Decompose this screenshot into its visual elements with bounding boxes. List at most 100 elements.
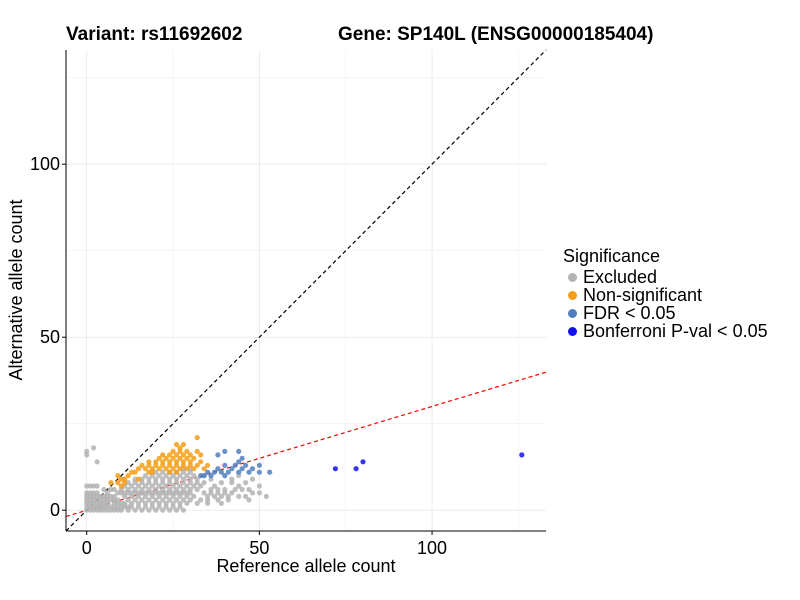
- y-tick-label: 100: [30, 154, 60, 174]
- x-tick-label: 100: [417, 538, 447, 558]
- point-fdr-0-05: [222, 473, 228, 479]
- point-excluded: [222, 486, 228, 493]
- point-excluded: [184, 473, 190, 479]
- point-excluded: [160, 486, 166, 493]
- point-excluded: [173, 507, 180, 513]
- point-excluded: [194, 486, 200, 493]
- point-bonferroni-p-val-0-05: [353, 466, 359, 472]
- y-axis-label: Alternative allele count: [6, 199, 26, 380]
- x-axis-label: Reference allele count: [216, 556, 395, 576]
- point-excluded: [180, 507, 186, 513]
- point-excluded: [218, 500, 224, 506]
- point-excluded: [84, 452, 90, 458]
- point-fdr-0-05: [236, 459, 242, 465]
- point-non-significant: [194, 435, 200, 441]
- axes: [62, 50, 546, 535]
- point-non-significant: [184, 466, 190, 472]
- point-fdr-0-05: [211, 469, 218, 475]
- point-non-significant: [153, 459, 159, 465]
- point-excluded: [177, 504, 183, 510]
- point-excluded: [198, 483, 204, 489]
- point-excluded: [129, 500, 135, 506]
- point-excluded: [173, 497, 180, 503]
- point-excluded: [149, 504, 155, 510]
- point-fdr-0-05: [198, 473, 204, 479]
- legend-label: Bonferroni P-val < 0.05: [583, 320, 768, 341]
- point-non-significant: [167, 452, 173, 458]
- point-non-significant: [170, 448, 176, 454]
- legend-dot-fdr: [568, 308, 577, 318]
- point-excluded: [170, 493, 176, 499]
- point-non-significant: [163, 466, 169, 472]
- point-fdr-0-05: [222, 462, 228, 468]
- point-excluded: [135, 493, 142, 499]
- point-excluded: [167, 486, 173, 493]
- point-non-significant: [173, 441, 180, 448]
- point-fdr-0-05: [222, 448, 228, 454]
- point-excluded: [139, 497, 145, 503]
- point-excluded: [125, 497, 131, 503]
- point-excluded: [177, 473, 183, 479]
- point-excluded: [191, 473, 197, 479]
- point-non-significant: [156, 466, 162, 472]
- point-non-significant: [205, 462, 211, 468]
- point-fdr-0-05: [215, 452, 221, 458]
- point-fdr-0-05: [205, 469, 211, 475]
- point-excluded: [167, 497, 173, 503]
- point-non-significant: [177, 445, 183, 451]
- point-excluded: [142, 504, 148, 510]
- point-excluded: [167, 476, 173, 482]
- point-excluded: [142, 473, 148, 479]
- point-fdr-0-05: [243, 462, 249, 468]
- point-excluded: [236, 493, 242, 499]
- point-non-significant: [135, 476, 142, 482]
- point-excluded: [149, 483, 155, 489]
- point-non-significant: [142, 466, 148, 472]
- point-excluded: [211, 483, 218, 489]
- point-excluded: [170, 504, 176, 510]
- point-excluded: [263, 493, 269, 499]
- y-tick-label: 0: [50, 500, 60, 520]
- point-excluded: [191, 483, 197, 489]
- point-fdr-0-05: [218, 469, 224, 475]
- point-excluded: [160, 507, 166, 513]
- gene-title: Gene: SP140L (ENSG00000185404): [338, 24, 654, 45]
- point-excluded: [243, 480, 249, 486]
- point-excluded: [218, 480, 224, 486]
- point-excluded: [129, 493, 135, 499]
- point-non-significant: [187, 452, 193, 458]
- point-excluded: [173, 486, 180, 493]
- point-excluded: [243, 493, 249, 499]
- point-fdr-0-05: [267, 469, 273, 475]
- point-excluded: [129, 483, 135, 489]
- point-fdr-0-05: [225, 469, 231, 475]
- point-non-significant: [194, 448, 200, 454]
- point-fdr-0-05: [229, 466, 235, 472]
- point-excluded: [132, 486, 138, 493]
- point-excluded: [177, 483, 183, 489]
- point-excluded: [142, 483, 148, 489]
- point-excluded: [132, 507, 138, 513]
- point-excluded: [91, 445, 97, 451]
- point-excluded: [94, 459, 100, 465]
- point-excluded: [180, 486, 186, 493]
- point-excluded: [191, 493, 197, 499]
- legend-item-non-significant: Non-significant: [563, 285, 768, 305]
- legend-dot-excluded: [568, 272, 577, 282]
- point-non-significant: [160, 459, 166, 465]
- point-non-significant: [194, 462, 200, 468]
- legend-item-fdr: FDR < 0.05: [563, 303, 768, 323]
- point-non-significant: [167, 459, 173, 465]
- point-excluded: [205, 500, 211, 506]
- reference-line-identity: [65, 49, 547, 532]
- point-non-significant: [122, 480, 128, 486]
- point-non-significant: [201, 466, 207, 472]
- point-excluded: [146, 497, 152, 503]
- point-excluded: [187, 497, 193, 503]
- point-excluded: [180, 476, 186, 482]
- point-non-significant: [146, 469, 152, 475]
- point-excluded: [153, 476, 159, 482]
- point-excluded: [211, 493, 218, 499]
- point-fdr-0-05: [239, 455, 245, 461]
- point-excluded: [135, 483, 142, 489]
